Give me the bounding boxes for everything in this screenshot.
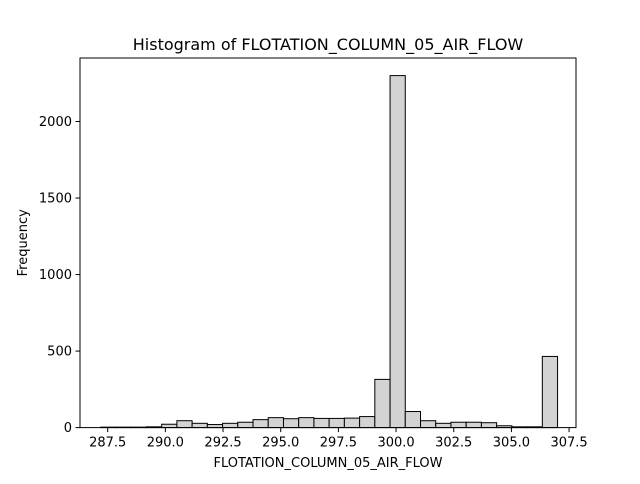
x-tick-label: 307.5 [550, 436, 587, 451]
histogram-bar [299, 418, 314, 428]
histogram-bar [390, 76, 405, 428]
x-tick-label: 295.0 [262, 436, 299, 451]
histogram-bar [329, 418, 344, 427]
histogram-bar [421, 421, 436, 428]
y-tick-label: 1500 [39, 192, 72, 207]
histogram-bar [344, 418, 359, 427]
histogram-bar [268, 418, 283, 428]
histogram-bar [223, 423, 238, 427]
histogram-bar [375, 379, 390, 427]
histogram-bar [283, 419, 298, 428]
x-tick-label: 297.5 [320, 436, 357, 451]
histogram-bar [542, 356, 557, 427]
x-tick-label: 305.0 [493, 436, 530, 451]
y-tick-label: 500 [47, 345, 72, 360]
histogram-bar [192, 423, 207, 427]
histogram-bar [466, 422, 481, 427]
histogram-bar [360, 417, 375, 428]
histogram-bar [162, 424, 177, 427]
x-axis-label: FLOTATION_COLUMN_05_AIR_FLOW [213, 456, 442, 471]
x-tick-label: 287.5 [89, 436, 126, 451]
y-tick-label: 0 [64, 421, 72, 436]
x-tick-label: 302.5 [435, 436, 472, 451]
y-tick-label: 1000 [39, 268, 72, 283]
histogram-bar [314, 418, 329, 427]
x-tick-label: 290.0 [147, 436, 184, 451]
histogram-bar [253, 420, 268, 428]
x-tick-label: 300.0 [377, 436, 414, 451]
y-axis-label: Frequency [16, 209, 31, 276]
histogram-bar [405, 412, 420, 428]
y-tick-label: 2000 [39, 115, 72, 130]
histogram-bar [451, 422, 466, 427]
histogram-bar [238, 422, 253, 427]
histogram-bar [481, 423, 496, 428]
x-tick-label: 292.5 [204, 436, 241, 451]
histogram-bar [436, 423, 451, 427]
histogram-bar [177, 421, 192, 428]
chart-title: Histogram of FLOTATION_COLUMN_05_AIR_FLO… [133, 35, 524, 55]
